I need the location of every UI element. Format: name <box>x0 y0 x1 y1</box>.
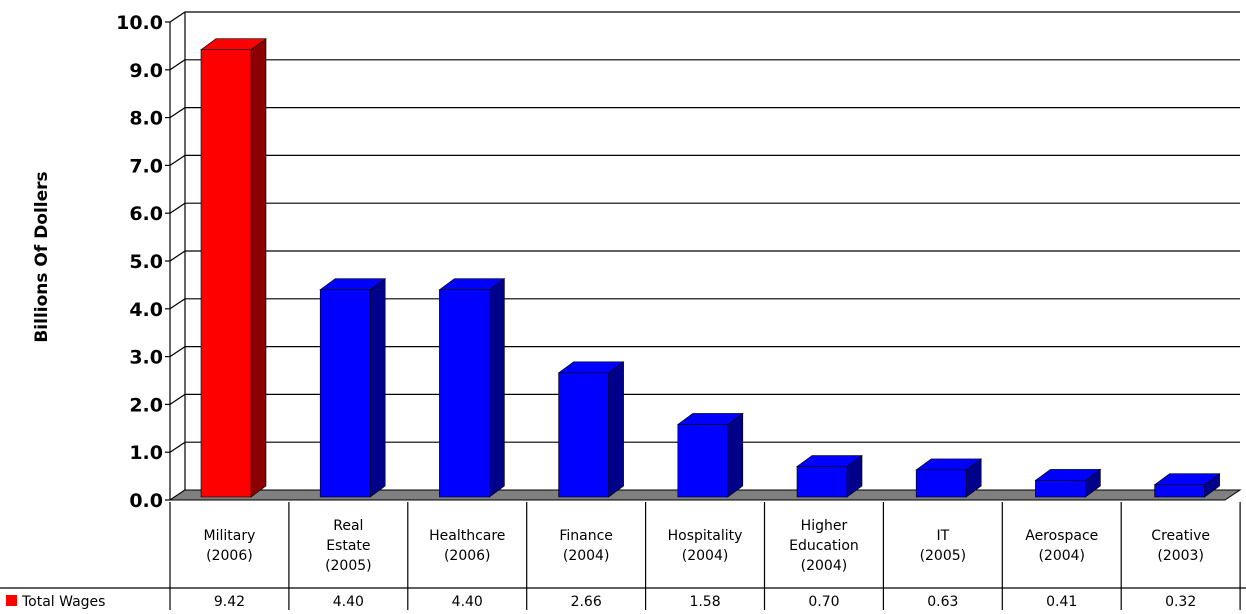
bars <box>200 38 1221 498</box>
category-label: Higher Education (2004) <box>789 518 859 574</box>
y-tick-label: 2.0 <box>129 394 163 416</box>
legend-swatch <box>6 595 17 606</box>
value-label: 0.70 <box>808 594 839 610</box>
y-tick-label: 3.0 <box>129 347 163 369</box>
y-tick-label: 5.0 <box>129 251 163 273</box>
gridline-depth <box>169 441 186 453</box>
y-tick-label: 9.0 <box>129 60 163 82</box>
category-label: Creative (2003) <box>1151 528 1210 564</box>
value-label: 0.63 <box>927 594 958 610</box>
gridline-depth <box>169 107 186 119</box>
bar <box>1034 468 1102 498</box>
category-label: Aerospace (2004) <box>1025 528 1098 564</box>
value-label: 4.40 <box>452 594 483 610</box>
bar <box>557 361 625 498</box>
value-label: 0.32 <box>1165 594 1196 610</box>
y-tick-label: 6.0 <box>129 203 163 225</box>
y-tick-label: 7.0 <box>129 155 163 177</box>
data-table: Military (2006) 9.42 Real Estate (2005) 4.40 He… <box>0 502 1246 610</box>
gridline-depth <box>169 202 186 214</box>
y-tick-label: 0.0 <box>129 490 163 512</box>
y-tick-label: 8.0 <box>129 108 163 130</box>
category-label: Finance (2004) <box>559 528 613 564</box>
category-label: Real Estate (2005) <box>325 518 372 574</box>
category-label: Military (2006) <box>204 528 256 564</box>
y-tick-label: 4.0 <box>129 299 163 321</box>
y-axis-label: Billions Of Dollers <box>32 171 52 342</box>
gridline-depth <box>169 59 186 71</box>
value-label: 1.58 <box>689 594 720 610</box>
bar <box>915 458 983 498</box>
gridline-depth <box>169 250 186 262</box>
gridline-depth <box>169 154 186 166</box>
value-label: 4.40 <box>333 594 364 610</box>
bar <box>200 38 267 498</box>
category-label: Hospitality (2004) <box>668 528 743 564</box>
gridline-depth <box>169 298 186 310</box>
value-label: 9.42 <box>214 594 245 610</box>
bar <box>319 278 387 498</box>
gridline-depth <box>169 393 186 405</box>
category-label: Healthcare (2006) <box>429 528 505 564</box>
bar <box>438 278 506 498</box>
gridline-depth <box>169 11 186 23</box>
gridline-depth <box>169 346 186 358</box>
y-tick-label: 10.0 <box>116 12 163 34</box>
bar <box>1153 473 1221 498</box>
value-label: 0.41 <box>1046 594 1077 610</box>
category-label: IT (2005) <box>920 528 967 564</box>
y-axis: 0.0 1.0 2.0 3.0 4.0 5.0 6.0 7.0 8.0 9.0 10.0 <box>116 12 171 512</box>
bar <box>676 412 744 498</box>
y-tick-label: 1.0 <box>129 442 163 464</box>
bar <box>796 454 863 498</box>
value-label: 2.66 <box>571 594 602 610</box>
legend-label: Total Wages <box>21 594 105 610</box>
